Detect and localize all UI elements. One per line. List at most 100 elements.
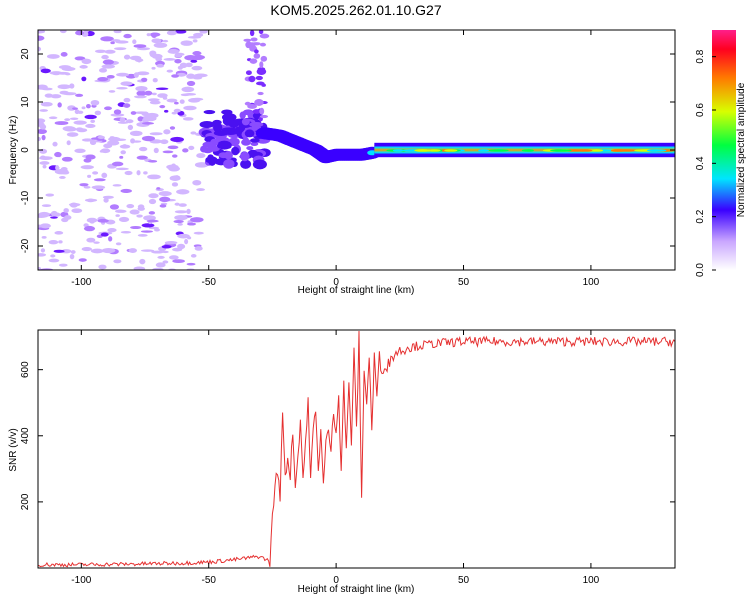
spectrogram-speckle (155, 262, 166, 268)
spectrogram-speckle (72, 107, 78, 110)
spectrogram-ytick-label: 10 (20, 96, 31, 108)
spectrogram-speckle (45, 193, 55, 197)
spectrogram-speckle (128, 248, 138, 253)
spectrogram-speckle (190, 59, 198, 63)
spectrogram-speckle (66, 132, 79, 137)
spectrogram-speckle (133, 266, 146, 270)
spectrogram-blob (216, 140, 232, 150)
spectrogram-speckle (167, 145, 179, 150)
spectrogram-blob (240, 159, 252, 169)
spectrogram-speckle (190, 57, 204, 61)
spectrogram-streak (258, 30, 264, 35)
spectrogram-speckle (158, 191, 172, 197)
spectrogram-speckle (160, 139, 169, 145)
spectrogram-blob (241, 118, 250, 126)
spectrogram-blob (221, 109, 233, 115)
spectrogram-blob (240, 151, 250, 162)
spectrogram-speckle (58, 240, 63, 244)
spectrogram-speckle (191, 65, 203, 71)
spectrogram-blob (213, 130, 229, 136)
spectrogram-band-hotspot (614, 149, 624, 152)
spectrogram-speckle (115, 242, 122, 246)
spectrogram-speckle (192, 39, 198, 43)
spectrogram-speckle (98, 264, 107, 270)
colorbar-gradient (712, 30, 736, 270)
spectrogram-speckle (63, 208, 69, 213)
spectrogram-speckle (39, 223, 51, 229)
spectrogram-speckle (84, 114, 97, 120)
spectrogram-streak (250, 37, 258, 42)
spectrogram-speckle (120, 150, 126, 155)
spectrogram-speckle (196, 153, 206, 159)
spectrogram-speckle (112, 184, 122, 187)
spectrogram-speckle (54, 168, 69, 175)
spectrogram-blob (241, 138, 251, 146)
spectrogram-speckle (132, 39, 137, 45)
spectrogram-speckle (162, 96, 168, 100)
spectrogram-speckle (172, 259, 185, 264)
spectrogram-speckle (140, 230, 154, 233)
spectrogram-streak (259, 107, 265, 115)
spectrogram-speckle (100, 232, 109, 237)
spectrogram-speckle (171, 111, 178, 115)
spectrogram-speckle (123, 54, 131, 60)
spectrogram-speckle (136, 155, 148, 160)
snr-ytick-label: 600 (20, 361, 31, 378)
spectrogram-speckle (81, 106, 86, 110)
spectrogram-speckle (129, 209, 140, 215)
spectrogram-streak (249, 30, 255, 37)
colorbar-tick-label: 0.0 (695, 263, 706, 277)
spectrogram-speckle (153, 147, 159, 154)
spectrogram-speckle (169, 255, 179, 260)
spectrogram-speckle (83, 185, 91, 189)
spectrogram-blob (249, 138, 260, 143)
spectrogram-speckle (182, 117, 194, 121)
spectrogram-blob (210, 138, 219, 147)
spectrogram-speckle (174, 202, 180, 206)
spectrogram-speckle (93, 241, 100, 244)
spectrogram-speckle (71, 208, 83, 214)
spectrogram-speckle (39, 109, 48, 112)
spectrogram-speckle (118, 216, 130, 223)
spectrogram-speckle (174, 101, 179, 105)
spectrogram-speckle (38, 211, 50, 218)
spectrogram-blob (221, 127, 237, 132)
spectrogram-speckle (120, 81, 133, 86)
spectrogram-xtick-label: 50 (458, 277, 470, 288)
spectrogram-speckle (166, 164, 179, 170)
spectrogram-speckle (159, 104, 166, 109)
spectrogram-speckle (171, 74, 180, 78)
spectrogram-speckle (156, 63, 165, 68)
snr-frame (37, 329, 676, 569)
spectrogram-speckle (119, 155, 124, 159)
spectrogram-streak (254, 98, 264, 106)
spectrogram-speckle (81, 58, 92, 65)
spectrogram-speckle (177, 243, 186, 250)
spectrogram-speckle (54, 231, 64, 235)
spectrogram-streak (255, 81, 265, 86)
spectrogram-speckle (101, 172, 108, 179)
spectrogram-speckle (115, 40, 129, 44)
spectrogram-speckle (81, 138, 94, 142)
spectrogram-speckle (177, 222, 183, 226)
spectrogram-speckle (183, 105, 197, 111)
spectrogram-speckle (50, 254, 56, 258)
spectrogram-speckle (109, 204, 120, 210)
spectrogram-band-hotspot (646, 149, 667, 152)
spectrogram-speckle (190, 217, 204, 223)
spectrogram-speckle (188, 98, 201, 103)
spectrogram-blob (250, 141, 259, 147)
spectrogram-speckle (83, 225, 96, 232)
spectrogram-speckle (108, 236, 113, 242)
spectrogram-speckle (173, 108, 181, 113)
spectrogram-streak (249, 44, 257, 51)
spectrogram-speckle (104, 106, 112, 111)
spectrogram-ylabel: Frequency (Hz) (8, 116, 19, 185)
spectrogram-speckle (139, 258, 146, 265)
spectrogram-speckle (79, 183, 89, 187)
spectrogram-speckle (97, 76, 109, 82)
spectrogram-speckle (162, 260, 169, 264)
spectrogram-speckle (81, 247, 93, 252)
spectrogram-speckle (117, 121, 129, 124)
